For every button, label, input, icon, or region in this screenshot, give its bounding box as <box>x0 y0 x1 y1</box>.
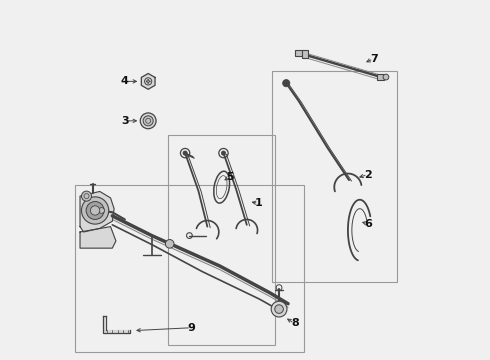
Polygon shape <box>102 316 130 333</box>
Circle shape <box>140 113 156 129</box>
Circle shape <box>271 301 287 317</box>
Text: 6: 6 <box>364 219 372 229</box>
Circle shape <box>81 191 92 201</box>
Circle shape <box>91 206 100 215</box>
Polygon shape <box>80 192 114 232</box>
Circle shape <box>98 208 104 213</box>
Circle shape <box>283 80 290 87</box>
Bar <box>74 185 304 352</box>
Circle shape <box>221 151 225 155</box>
Text: 4: 4 <box>121 76 128 86</box>
Circle shape <box>143 116 153 126</box>
Bar <box>272 71 397 282</box>
FancyBboxPatch shape <box>302 50 308 58</box>
Circle shape <box>81 197 109 224</box>
Polygon shape <box>80 226 116 248</box>
Text: 5: 5 <box>226 172 234 182</box>
Circle shape <box>146 81 147 82</box>
Text: 1: 1 <box>255 198 263 208</box>
Text: 9: 9 <box>188 323 196 333</box>
Circle shape <box>383 74 389 80</box>
Text: 7: 7 <box>370 54 378 64</box>
FancyBboxPatch shape <box>377 74 384 80</box>
Circle shape <box>147 82 149 84</box>
Polygon shape <box>141 73 155 89</box>
Circle shape <box>183 151 187 155</box>
Circle shape <box>166 239 174 248</box>
FancyBboxPatch shape <box>295 50 303 56</box>
Circle shape <box>147 79 149 81</box>
Circle shape <box>149 81 150 82</box>
Circle shape <box>275 305 283 314</box>
Text: 3: 3 <box>121 116 128 126</box>
Circle shape <box>86 202 104 220</box>
Text: 2: 2 <box>364 170 372 180</box>
Text: 8: 8 <box>291 319 298 328</box>
Bar <box>168 135 275 345</box>
